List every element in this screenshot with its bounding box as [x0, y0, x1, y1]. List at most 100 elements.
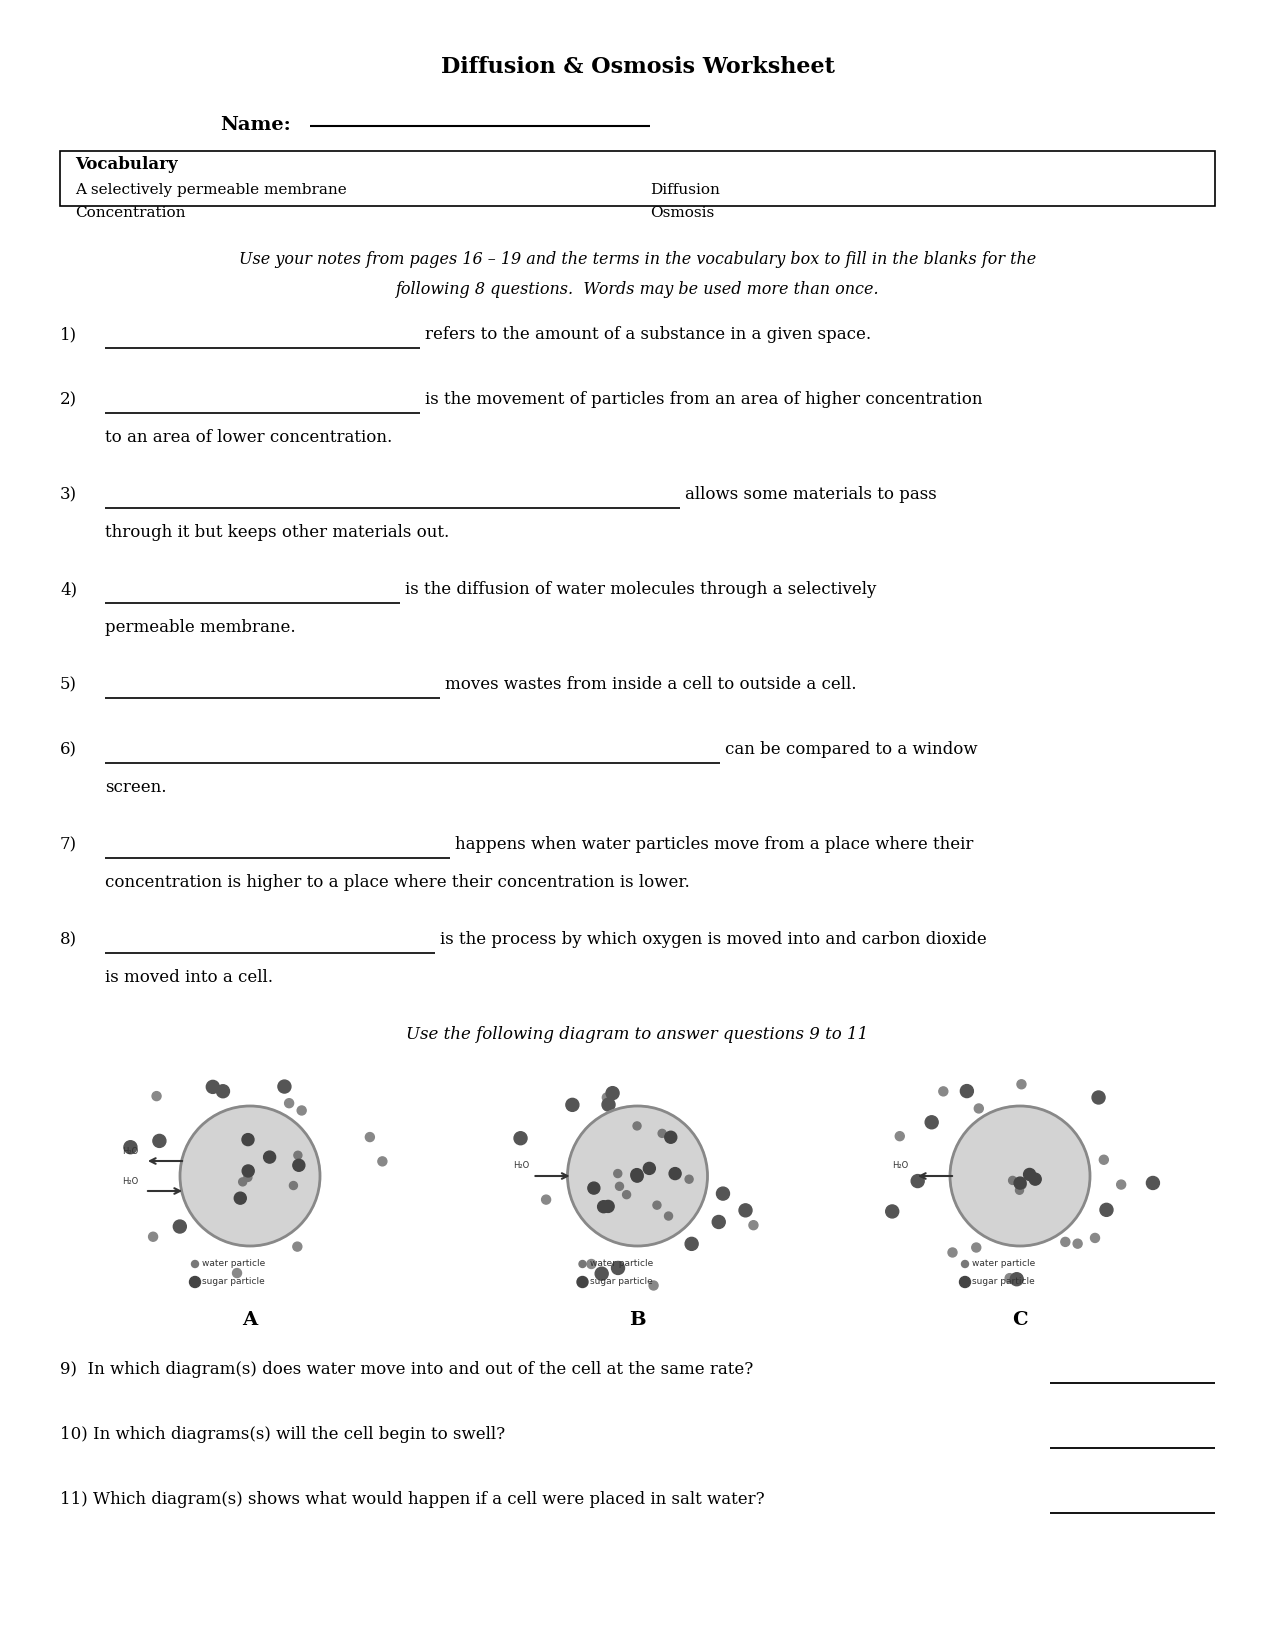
Text: is moved into a cell.: is moved into a cell. [105, 969, 273, 986]
Circle shape [284, 1098, 293, 1108]
Circle shape [514, 1131, 527, 1144]
Text: sugar particle: sugar particle [972, 1278, 1035, 1286]
Circle shape [1005, 1273, 1014, 1283]
Text: A: A [242, 1311, 258, 1329]
Text: 1): 1) [60, 325, 76, 343]
Circle shape [264, 1151, 275, 1162]
Text: Osmosis: Osmosis [650, 206, 714, 220]
Text: Diffusion & Osmosis Worksheet: Diffusion & Osmosis Worksheet [441, 56, 834, 78]
Text: is the diffusion of water molecules through a selectively: is the diffusion of water molecules thro… [405, 581, 876, 598]
Text: 8): 8) [60, 931, 76, 948]
Circle shape [1093, 1091, 1105, 1105]
Text: 7): 7) [60, 835, 76, 854]
Text: H₂O: H₂O [121, 1146, 138, 1156]
Circle shape [295, 1151, 302, 1159]
Circle shape [242, 1166, 254, 1177]
Circle shape [631, 1169, 643, 1180]
Text: Concentration: Concentration [75, 206, 185, 220]
Circle shape [685, 1237, 699, 1250]
Circle shape [664, 1212, 672, 1220]
Circle shape [961, 1260, 969, 1268]
Text: concentration is higher to a place where their concentration is lower.: concentration is higher to a place where… [105, 873, 690, 892]
Text: 4): 4) [60, 581, 76, 598]
Circle shape [1099, 1156, 1108, 1164]
Circle shape [567, 1106, 708, 1247]
Circle shape [938, 1086, 947, 1096]
Circle shape [658, 1129, 666, 1138]
Circle shape [606, 1086, 620, 1100]
Text: can be compared to a window: can be compared to a window [725, 741, 978, 758]
Circle shape [960, 1085, 973, 1098]
Circle shape [1061, 1237, 1070, 1247]
Circle shape [542, 1195, 551, 1204]
Text: Vocabulary: Vocabulary [75, 155, 177, 173]
Circle shape [1010, 1273, 1024, 1286]
Circle shape [1014, 1177, 1026, 1189]
Text: B: B [629, 1311, 646, 1329]
Circle shape [191, 1260, 199, 1268]
Text: refers to the amount of a substance in a given space.: refers to the amount of a substance in a… [425, 325, 871, 343]
Circle shape [632, 1123, 641, 1129]
Circle shape [1015, 1187, 1024, 1194]
Circle shape [748, 1220, 757, 1230]
Circle shape [1146, 1177, 1159, 1189]
Circle shape [612, 1261, 625, 1275]
Text: is the movement of particles from an area of higher concentration: is the movement of particles from an are… [425, 391, 983, 408]
Circle shape [1100, 1204, 1113, 1217]
Circle shape [1017, 1080, 1026, 1088]
Circle shape [740, 1204, 752, 1217]
Text: Diffusion: Diffusion [650, 183, 720, 196]
Circle shape [297, 1106, 306, 1114]
Circle shape [613, 1169, 622, 1177]
Text: Use the following diagram to answer questions 9 to 11: Use the following diagram to answer ques… [407, 1025, 868, 1043]
Circle shape [602, 1098, 615, 1111]
Circle shape [974, 1105, 983, 1113]
Circle shape [242, 1134, 254, 1146]
Text: is the process by which oxygen is moved into and carbon dioxide: is the process by which oxygen is moved … [440, 931, 987, 948]
Text: sugar particle: sugar particle [589, 1278, 653, 1286]
Circle shape [602, 1093, 611, 1101]
Text: 2): 2) [60, 391, 76, 408]
Text: H₂O: H₂O [121, 1177, 138, 1185]
Circle shape [886, 1205, 899, 1218]
Circle shape [1009, 1177, 1016, 1184]
Text: Name:: Name: [221, 116, 291, 134]
Text: happens when water particles move from a place where their: happens when water particles move from a… [455, 835, 973, 854]
Text: water particle: water particle [589, 1260, 653, 1268]
Text: moves wastes from inside a cell to outside a cell.: moves wastes from inside a cell to outsi… [445, 675, 857, 693]
Text: screen.: screen. [105, 779, 167, 796]
Text: permeable membrane.: permeable membrane. [105, 619, 296, 636]
Circle shape [972, 1243, 980, 1251]
Circle shape [1074, 1240, 1082, 1248]
Circle shape [649, 1281, 658, 1289]
Text: 3): 3) [60, 485, 76, 504]
Circle shape [578, 1276, 588, 1288]
Circle shape [579, 1260, 586, 1268]
Circle shape [653, 1202, 660, 1209]
Circle shape [960, 1276, 970, 1288]
Circle shape [377, 1157, 386, 1166]
Text: H₂O: H₂O [514, 1162, 529, 1171]
Circle shape [293, 1159, 305, 1171]
Circle shape [950, 1106, 1090, 1247]
Text: A selectively permeable membrane: A selectively permeable membrane [75, 183, 347, 196]
Text: water particle: water particle [201, 1260, 265, 1268]
Text: 9)  In which diagram(s) does water move into and out of the cell at the same rat: 9) In which diagram(s) does water move i… [60, 1360, 754, 1379]
Circle shape [598, 1200, 609, 1213]
Circle shape [293, 1242, 302, 1251]
Circle shape [366, 1133, 375, 1141]
Circle shape [244, 1174, 252, 1182]
Circle shape [926, 1116, 938, 1129]
Circle shape [669, 1167, 681, 1179]
Text: 5): 5) [60, 675, 76, 693]
Circle shape [631, 1171, 643, 1182]
Circle shape [278, 1080, 291, 1093]
Circle shape [1017, 1180, 1026, 1189]
Text: 10) In which diagrams(s) will the cell begin to swell?: 10) In which diagrams(s) will the cell b… [60, 1426, 505, 1443]
Text: following 8 questions.  Words may be used more than once.: following 8 questions. Words may be used… [395, 281, 880, 297]
Circle shape [1029, 1174, 1042, 1185]
Circle shape [173, 1220, 186, 1233]
Circle shape [235, 1192, 246, 1204]
Circle shape [238, 1177, 246, 1185]
Text: allows some materials to pass: allows some materials to pass [685, 485, 937, 504]
